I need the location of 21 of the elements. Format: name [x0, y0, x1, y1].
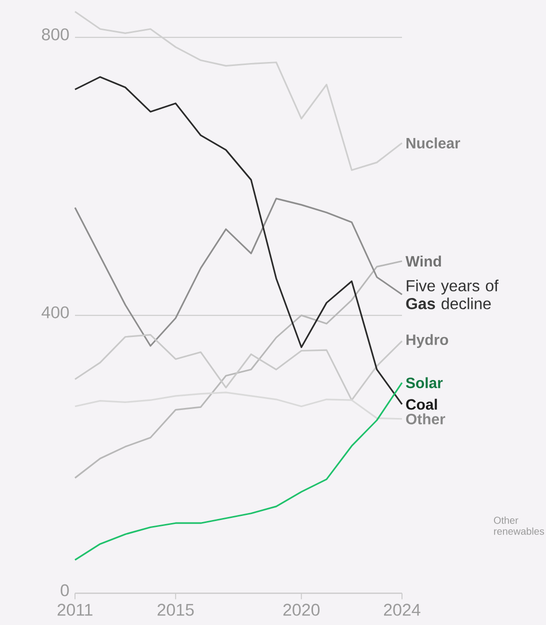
y-tick-label: 800	[42, 28, 69, 40]
series-label: Wind	[406, 256, 441, 267]
y-tick-label: 0	[60, 584, 69, 596]
x-tick-label: 2020	[283, 604, 320, 616]
line-series	[74, 382, 403, 561]
series-label: Coal	[406, 398, 437, 410]
y-tick-label: 400	[42, 306, 69, 318]
line-series	[74, 260, 403, 479]
series-label: Hydro	[406, 334, 448, 348]
text: Other renewables	[494, 516, 544, 535]
series-label: Other	[406, 413, 446, 424]
series-label: Solar	[406, 377, 443, 388]
x-tick-label: 2011	[58, 604, 92, 616]
line-series	[74, 392, 403, 420]
x-tick-label: 2015	[158, 604, 194, 616]
line-series	[74, 198, 403, 347]
annotation: Five years of Gas decline	[406, 280, 499, 310]
line-series	[74, 76, 403, 406]
series-label: Nuclear	[406, 137, 460, 148]
x-tick-label: 2024	[384, 604, 420, 616]
line-series	[74, 334, 403, 401]
